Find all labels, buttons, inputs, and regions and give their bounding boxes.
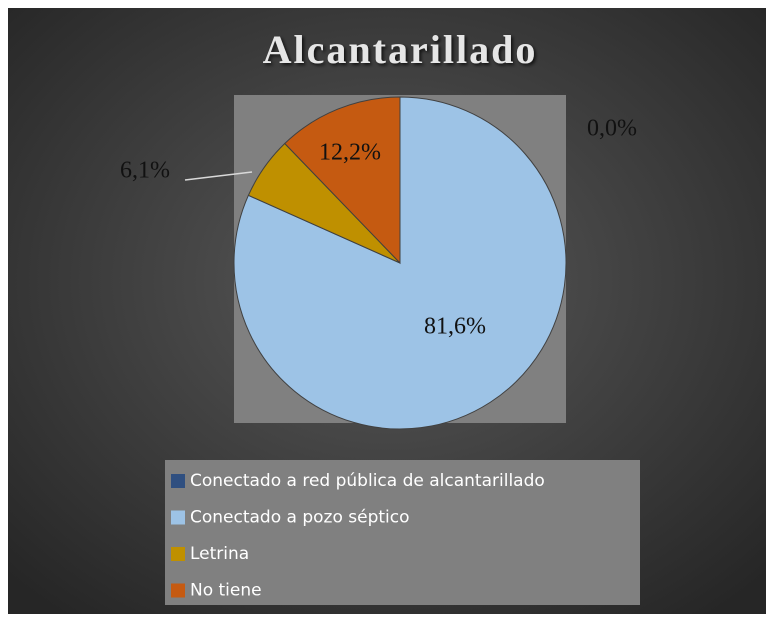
legend-label: No tiene: [190, 581, 262, 601]
data-label: 0,0%: [587, 116, 637, 142]
data-label: 6,1%: [120, 158, 170, 184]
legend-label: Letrina: [190, 544, 249, 564]
legend-label: Conectado a red pública de alcantarillad…: [190, 471, 545, 491]
data-label: 12,2%: [319, 140, 381, 166]
legend-swatch: [171, 474, 185, 488]
leader-line: [184, 171, 253, 181]
legend-swatch: [171, 510, 185, 525]
legend-box: [165, 460, 640, 605]
legend-swatch: [171, 583, 185, 598]
chart-title: Alcantarillado: [263, 27, 538, 72]
pie-slice: [284, 96, 401, 265]
data-label: 81,6%: [424, 314, 486, 340]
legend-swatch: [171, 547, 185, 561]
legend-label: Conectado a pozo séptico: [190, 508, 410, 528]
